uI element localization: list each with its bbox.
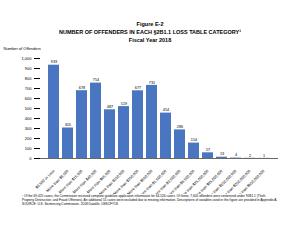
svg-text:700: 700 (25, 86, 32, 91)
svg-text:800: 800 (25, 76, 32, 81)
svg-text:More than $6,500: More than $6,500 (45, 169, 70, 193)
svg-text:731: 731 (149, 81, 155, 85)
svg-text:286: 286 (177, 125, 183, 129)
svg-text:754: 754 (93, 78, 99, 82)
svg-text:More than $15,000: More than $15,000 (58, 169, 83, 194)
svg-text:4: 4 (235, 153, 237, 157)
svg-text:More than $95,000: More than $95,000 (86, 169, 111, 194)
svg-text:13: 13 (220, 152, 224, 156)
svg-text:1,000: 1,000 (21, 56, 32, 61)
svg-text:More than $550,000,000: More than $550,000,000 (233, 169, 265, 194)
svg-text:Number of Offenders: Number of Offenders (4, 46, 41, 51)
svg-text:57: 57 (206, 148, 210, 152)
svg-text:933: 933 (51, 60, 57, 64)
svg-text:454: 454 (163, 108, 169, 112)
svg-text:100: 100 (25, 146, 32, 151)
svg-text:500: 500 (25, 106, 32, 111)
html-text:Figure E-2: Figure E-2 (136, 21, 164, 27)
svg-text:More than $150,000: More than $150,000 (99, 169, 126, 194)
svg-text:487: 487 (107, 105, 113, 109)
svg-text:900: 900 (25, 66, 32, 71)
svg-text:More than $40,000: More than $40,000 (72, 169, 97, 194)
svg-text:600: 600 (25, 96, 32, 101)
svg-text:400: 400 (25, 116, 32, 121)
svg-text:$6,500 or Less: $6,500 or Less (35, 169, 56, 190)
svg-text:678: 678 (79, 86, 85, 90)
svg-text:677: 677 (135, 86, 141, 90)
html-text:SOURCE: U.S. Sentencing Commis: SOURCE: U.S. Sentencing Commission, 2018… (22, 202, 119, 207)
svg-text:305: 305 (65, 123, 71, 127)
svg-text:2: 2 (249, 154, 251, 158)
html-text:Fiscal Year 2018: Fiscal Year 2018 (128, 37, 172, 43)
svg-text:154: 154 (191, 138, 197, 142)
svg-text:0: 0 (29, 156, 32, 161)
svg-text:More than $550,000: More than $550,000 (127, 169, 154, 194)
html-text:NUMBER OF OFFENDERS IN EACH §2: NUMBER OF OFFENDERS IN EACH §2B1.1 LOSS … (59, 29, 241, 35)
svg-text:200: 200 (25, 136, 32, 141)
html-text:¹ Of the 69,425 cases, the Com: ¹ Of the 69,425 cases, the Commission re… (22, 194, 278, 203)
svg-text:1: 1 (263, 154, 265, 158)
svg-text:More than $250,000: More than $250,000 (113, 169, 140, 194)
svg-text:519: 519 (121, 102, 127, 106)
svg-text:300: 300 (25, 126, 32, 131)
